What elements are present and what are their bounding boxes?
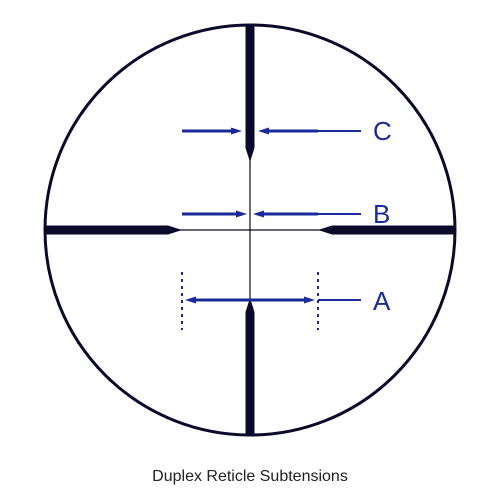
reticle-diagram: A B C	[0, 0, 500, 460]
caption: Duplex Reticle Subtensions	[0, 468, 500, 486]
diagram-container: A B C Duplex Reticle Subtensions	[0, 0, 500, 500]
label-C: C	[373, 116, 392, 146]
label-B: B	[373, 199, 390, 229]
label-A: A	[373, 286, 391, 316]
